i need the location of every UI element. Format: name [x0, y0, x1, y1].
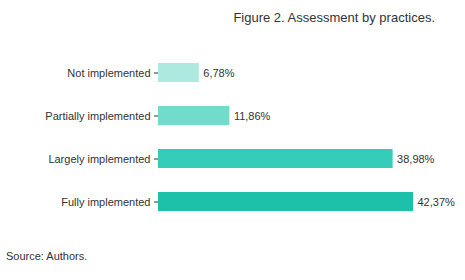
html-text:Figure 2. Assessment by practi: Figure 2. Assessment by practices. — [233, 10, 435, 25]
svg-text:Not implemented: Not implemented — [67, 67, 150, 79]
svg-text:Fully implemented: Fully implemented — [61, 196, 150, 208]
svg-text:11,86%: 11,86% — [234, 110, 271, 122]
html-text:Source: Authors.: Source: Authors. — [6, 250, 88, 262]
svg-text:42,37%: 42,37% — [418, 196, 456, 208]
svg-text:6,78%: 6,78% — [203, 67, 234, 79]
svg-text:38,98%: 38,98% — [397, 153, 435, 165]
svg-text:Partially implemented: Partially implemented — [45, 110, 150, 122]
svg-text:Largely implemented: Largely implemented — [48, 153, 150, 165]
